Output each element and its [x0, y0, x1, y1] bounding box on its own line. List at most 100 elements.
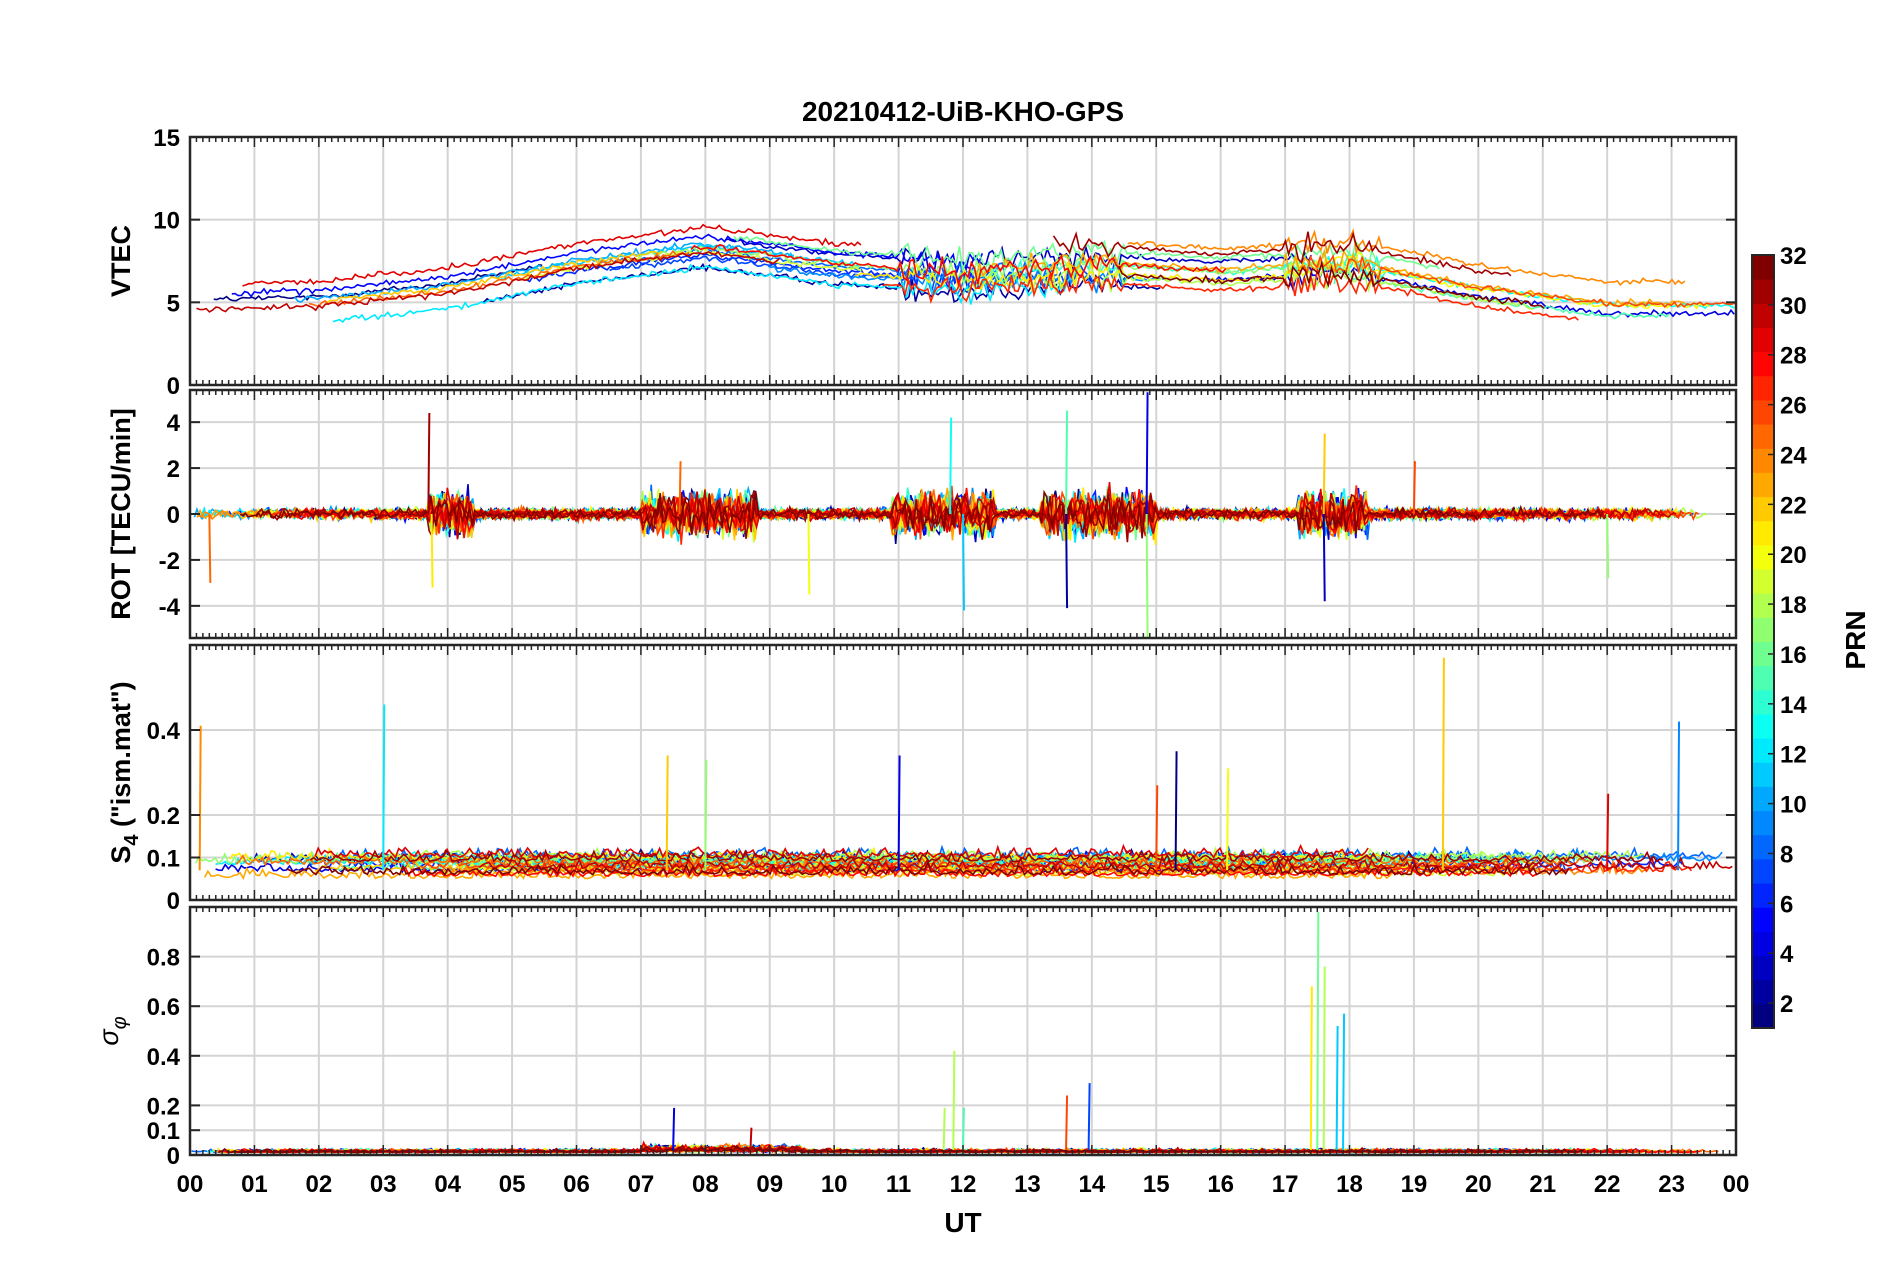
x-tick-label: 09	[756, 1171, 783, 1198]
y-tick-label: 0	[167, 1143, 180, 1170]
peak-spike	[1606, 793, 1610, 871]
y-axis-label-vtec: VTEC	[106, 225, 136, 297]
y-tick-label: 4	[167, 410, 181, 437]
colorbar-tick-label: 14	[1780, 692, 1807, 719]
series-line-prn-31	[1052, 231, 1512, 277]
peak-spike	[1145, 392, 1149, 515]
peak-spike	[1309, 986, 1313, 1151]
peak-spike	[949, 417, 953, 515]
series-line-prn-27	[882, 269, 1579, 321]
peak-spike	[1226, 768, 1230, 871]
colorbar-band	[1752, 351, 1774, 377]
peak-spike	[1322, 433, 1326, 515]
series-line-prn-31	[310, 848, 1664, 864]
x-tick-label: 16	[1207, 1171, 1234, 1198]
colorbar-tick-label: 28	[1780, 343, 1807, 370]
colorbar-band	[1752, 883, 1774, 908]
peak-spike	[1065, 1095, 1069, 1151]
x-tick-label: 21	[1529, 1171, 1556, 1198]
colorbar-band	[1752, 907, 1774, 932]
peak-spike	[1342, 1013, 1346, 1151]
colorbar-band	[1752, 979, 1774, 1005]
peak-spike	[1065, 410, 1069, 515]
colorbar-band	[1752, 689, 1774, 715]
x-tick-label: 12	[950, 1171, 977, 1198]
x-axis-label: UT	[944, 1207, 981, 1238]
y-axis-label-rot: ROT [TECU/min]	[106, 408, 136, 619]
colorbar-band	[1752, 738, 1774, 763]
colorbar-band	[1752, 713, 1774, 739]
peak-spike	[807, 513, 811, 595]
peak-spike	[1335, 1026, 1339, 1151]
x-tick-label: 00	[177, 1171, 204, 1198]
y-tick-label: 0.2	[147, 1093, 180, 1120]
colorbar-band	[1752, 834, 1774, 860]
x-tick-label: 02	[305, 1171, 332, 1198]
peak-spike	[1606, 513, 1610, 579]
panel-sigma_phi: 00.10.2 0.4 0.6 0.8 σφ	[94, 905, 1738, 1170]
x-tick-label: 22	[1594, 1171, 1621, 1198]
colorbar-tick-label: 4	[1780, 941, 1794, 968]
peak-spike	[1155, 785, 1159, 871]
y-tick-label: 5	[167, 290, 180, 317]
peak-spike	[672, 1107, 676, 1151]
peak-spike	[430, 513, 434, 588]
colorbar-tick-label: 2	[1780, 991, 1793, 1018]
x-tick-label: 13	[1014, 1171, 1041, 1198]
peak-spike	[1412, 461, 1416, 515]
x-tick-label: 23	[1658, 1171, 1685, 1198]
peak-spike	[962, 513, 965, 611]
colorbar-band	[1752, 641, 1774, 667]
peak-spike	[1087, 1083, 1091, 1151]
x-tick-label: 18	[1336, 1171, 1363, 1198]
y-tick-label: 0.4	[147, 718, 181, 745]
x-tick-label: 10	[821, 1171, 848, 1198]
panel-vtec: 0 5 10 15 VTEC	[106, 125, 1738, 400]
colorbar-band	[1752, 448, 1774, 473]
y-axis-label-s4: S4 ("ism.mat")	[106, 681, 143, 863]
series-line-prn-16	[733, 235, 1440, 274]
peak-spike	[1322, 513, 1326, 602]
series-line-prn-18	[965, 260, 1533, 310]
x-tick-label: 11	[886, 1171, 911, 1198]
peak-spike	[749, 1127, 753, 1151]
peak-spike	[382, 704, 386, 871]
colorbar-tick-label: 24	[1780, 442, 1807, 469]
colorbar-band	[1752, 569, 1774, 594]
peak-spike	[1322, 966, 1326, 1151]
series-line-prn-22	[326, 250, 663, 304]
y-tick-label: 15	[153, 125, 180, 152]
x-tick-labels: 00 01 02 03 04 05 06 07 08 09 10 11 12 13 14 15 16 17 18 19…	[177, 1171, 1750, 1198]
series-line-prn-26	[1297, 254, 1736, 309]
series-line-prn-32	[239, 489, 1605, 540]
panel-s4: 0 0.1 0.2 0.4S4 ("ism.mat")	[106, 643, 1738, 915]
series-line-prn-21	[855, 261, 1307, 292]
peak-spike	[962, 1107, 965, 1151]
colorbar-frame	[1751, 254, 1775, 1029]
series-line-prn-30	[196, 250, 780, 313]
colorbar-band	[1752, 762, 1774, 787]
colorbar-band	[1752, 496, 1774, 522]
y-axis-label-sigma_phi: σφ	[94, 1016, 131, 1045]
colorbar-tick-label: 32	[1780, 243, 1807, 270]
peak-spike	[1065, 513, 1069, 609]
colorbar-band	[1752, 303, 1774, 328]
peak-spike	[208, 513, 212, 583]
colorbar-band	[1752, 955, 1774, 981]
chart-title: 20210412-UiB-KHO-GPS	[802, 96, 1124, 127]
y-tick-label: -2	[159, 548, 180, 575]
series-line-prn-32	[1118, 260, 1545, 309]
colorbar-band	[1752, 520, 1774, 546]
x-tick-label: 19	[1401, 1171, 1428, 1198]
x-tick-label: 08	[692, 1171, 719, 1198]
colorbar-band	[1752, 472, 1774, 498]
peak-spike	[665, 755, 669, 871]
x-tick-label: 00	[1723, 1171, 1750, 1198]
series-group-s4	[195, 657, 1733, 881]
colorbar-tick-label: 12	[1780, 742, 1807, 769]
y-tick-label: 0.2	[147, 803, 180, 830]
series-group-rot	[193, 392, 1708, 638]
y-tick-label: 0	[167, 888, 180, 915]
